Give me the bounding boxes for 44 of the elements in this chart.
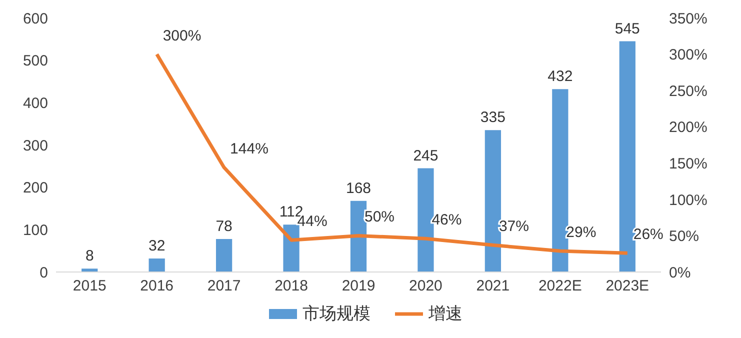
bar bbox=[619, 41, 636, 272]
x-tick-label: 2021 bbox=[476, 278, 510, 295]
bar bbox=[283, 224, 300, 272]
x-tick-label: 2017 bbox=[207, 278, 241, 295]
bar bbox=[484, 130, 502, 272]
data-label: 432 bbox=[548, 68, 573, 86]
y-tick-label: 500 bbox=[22, 52, 48, 70]
x-tick-label: 2018 bbox=[274, 278, 308, 295]
y2-tick-label: 350% bbox=[669, 10, 708, 28]
bar bbox=[418, 168, 434, 272]
y2-tick-label: 150% bbox=[669, 155, 708, 172]
y2-tick-label: 250% bbox=[669, 82, 708, 100]
legend-label: 市场规模 bbox=[302, 303, 370, 325]
y-tick-label: 400 bbox=[22, 94, 48, 112]
data-label: 545 bbox=[614, 20, 640, 38]
y-tick-label: 300 bbox=[22, 137, 48, 154]
x-tick-label: 2015 bbox=[72, 278, 106, 295]
y-tick-label: 0 bbox=[40, 264, 48, 282]
x-tick-label: 2023E bbox=[606, 278, 650, 295]
y2-tick-label: 50% bbox=[669, 228, 700, 246]
x-tick-label: 2020 bbox=[409, 278, 442, 295]
bar bbox=[216, 238, 232, 272]
data-label: 168 bbox=[346, 180, 372, 197]
y-tick-label: 100 bbox=[22, 222, 48, 239]
data-label: 245 bbox=[413, 147, 438, 164]
x-tick-label: 2019 bbox=[342, 278, 376, 295]
bar bbox=[552, 89, 568, 272]
y-tick-label: 200 bbox=[22, 180, 48, 197]
data-label: 335 bbox=[480, 109, 506, 126]
x-tick-label: 2016 bbox=[140, 278, 174, 295]
legend-label: 增速 bbox=[428, 303, 462, 325]
bar bbox=[148, 258, 165, 272]
data-label: 78 bbox=[216, 218, 232, 235]
y2-tick-label: 0% bbox=[669, 264, 691, 282]
data-label: 144% bbox=[230, 140, 268, 158]
y2-tick-label: 300% bbox=[669, 46, 708, 64]
data-label: 32 bbox=[148, 237, 166, 254]
x-tick-label: 2022E bbox=[538, 278, 582, 295]
data-label: 300% bbox=[162, 27, 202, 44]
y2-tick-label: 100% bbox=[669, 192, 708, 209]
bar bbox=[350, 200, 367, 272]
y-tick-label: 600 bbox=[22, 10, 48, 28]
y2-tick-label: 200% bbox=[669, 119, 708, 136]
data-label: 8 bbox=[85, 248, 94, 265]
